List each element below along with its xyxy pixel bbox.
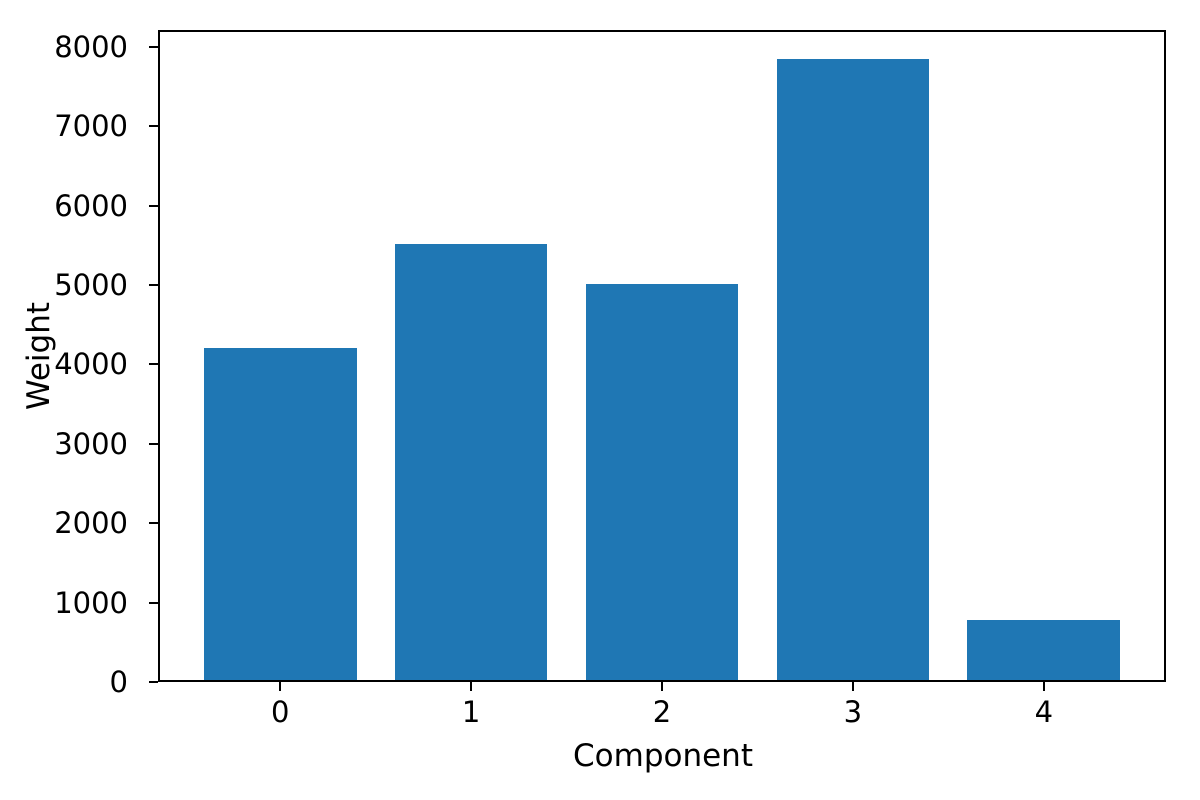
y-tick-label: 2000 (54, 506, 128, 541)
bar-component-1 (394, 243, 548, 682)
x-tick-label: 1 (461, 695, 481, 729)
y-tick-mark (149, 204, 158, 207)
y-tick-label: 1000 (54, 585, 128, 620)
y-tick-label: 4000 (54, 347, 128, 382)
y-tick-label: 5000 (54, 267, 128, 302)
y-tick-label: 3000 (54, 426, 128, 461)
x-tick-label: 3 (843, 695, 863, 729)
x-axis-label: Component (573, 738, 753, 774)
y-tick-label: 7000 (54, 109, 128, 144)
y-tick-mark (149, 363, 158, 366)
y-tick-label: 6000 (54, 188, 128, 223)
x-tick-mark (661, 682, 663, 691)
x-tick-label: 4 (1034, 695, 1054, 729)
bar-component-3 (776, 59, 930, 682)
x-tick-label: 2 (652, 695, 672, 729)
bar-component-2 (585, 284, 739, 682)
x-tick-label: 0 (270, 695, 290, 729)
y-tick-mark (149, 45, 158, 48)
y-tick-mark (149, 283, 158, 286)
y-tick-label: 0 (109, 665, 128, 699)
x-tick-mark (851, 682, 854, 691)
y-tick-mark (149, 601, 158, 604)
bar-component-4 (967, 620, 1121, 682)
x-tick-mark (470, 682, 473, 691)
bar-component-0 (203, 348, 357, 682)
y-tick-mark (149, 522, 158, 525)
y-tick-mark (149, 125, 158, 128)
y-tick-mark (149, 681, 158, 683)
y-tick-label: 8000 (54, 29, 128, 64)
y-tick-mark (149, 442, 158, 445)
x-tick-mark (1042, 682, 1045, 691)
x-tick-mark (279, 682, 282, 691)
